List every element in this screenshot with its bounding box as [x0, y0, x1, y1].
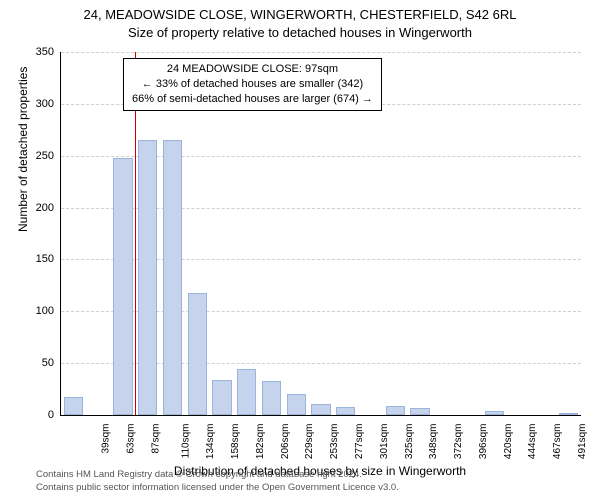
x-tick-label: 325sqm [404, 424, 415, 460]
x-tick-label: 87sqm [150, 424, 161, 454]
histogram-bar [559, 413, 578, 415]
x-tick-label: 39sqm [101, 424, 112, 454]
y-tick-label: 150 [20, 253, 54, 265]
x-tick-label: 63sqm [126, 424, 137, 454]
x-tick-label: 444sqm [527, 424, 538, 460]
histogram-bar [113, 158, 132, 415]
x-tick-label: 348sqm [428, 424, 439, 460]
plot: 24 MEADOWSIDE CLOSE: 97sqm← 33% of detac… [60, 52, 581, 416]
y-tick-label: 350 [20, 46, 54, 58]
chart-area: 24 MEADOWSIDE CLOSE: 97sqm← 33% of detac… [60, 52, 580, 415]
copyright-line-1: Contains HM Land Registry data © Crown c… [36, 469, 399, 481]
histogram-bar [262, 381, 281, 415]
callout-line-3: 66% of semi-detached houses are larger (… [132, 92, 373, 107]
x-tick-label: 182sqm [255, 424, 266, 460]
y-tick-label: 0 [20, 409, 54, 421]
histogram-bar [485, 411, 504, 415]
x-tick-label: 229sqm [305, 424, 316, 460]
histogram-bar [237, 369, 256, 415]
histogram-bar [386, 406, 405, 415]
x-tick-label: 491sqm [577, 424, 588, 460]
y-tick-label: 250 [20, 150, 54, 162]
x-tick-label: 158sqm [230, 424, 241, 460]
histogram-bar [163, 140, 182, 415]
callout-line-1: 24 MEADOWSIDE CLOSE: 97sqm [132, 62, 373, 77]
title-line-2: Size of property relative to detached ho… [0, 24, 600, 42]
histogram-bar [287, 394, 306, 415]
title-line-1: 24, MEADOWSIDE CLOSE, WINGERWORTH, CHEST… [0, 6, 600, 24]
x-tick-label: 420sqm [503, 424, 514, 460]
page: 24, MEADOWSIDE CLOSE, WINGERWORTH, CHEST… [0, 0, 600, 500]
copyright: Contains HM Land Registry data © Crown c… [36, 469, 399, 494]
histogram-bar [212, 380, 231, 415]
x-tick-label: 253sqm [329, 424, 340, 460]
histogram-bar [336, 407, 355, 415]
histogram-bar [188, 293, 207, 415]
y-tick-label: 300 [20, 98, 54, 110]
x-tick-label: 467sqm [552, 424, 563, 460]
chart-title: 24, MEADOWSIDE CLOSE, WINGERWORTH, CHEST… [0, 0, 600, 41]
histogram-bar [311, 404, 330, 415]
x-tick-label: 110sqm [180, 424, 191, 459]
callout-line-2: ← 33% of detached houses are smaller (34… [132, 77, 373, 92]
x-tick-label: 134sqm [206, 424, 217, 460]
x-tick-label: 301sqm [379, 424, 390, 460]
x-tick-label: 277sqm [354, 424, 365, 460]
copyright-line-2: Contains public sector information licen… [36, 482, 399, 494]
x-tick-label: 206sqm [280, 424, 291, 460]
y-tick-label: 100 [20, 305, 54, 317]
histogram-bar [64, 397, 83, 415]
y-tick-label: 50 [20, 357, 54, 369]
callout-box: 24 MEADOWSIDE CLOSE: 97sqm← 33% of detac… [123, 58, 382, 111]
x-tick-label: 372sqm [453, 424, 464, 460]
x-tick-label: 396sqm [478, 424, 489, 460]
histogram-bar [410, 408, 429, 415]
gridline [61, 52, 581, 53]
histogram-bar [138, 140, 157, 415]
y-tick-label: 200 [20, 202, 54, 214]
